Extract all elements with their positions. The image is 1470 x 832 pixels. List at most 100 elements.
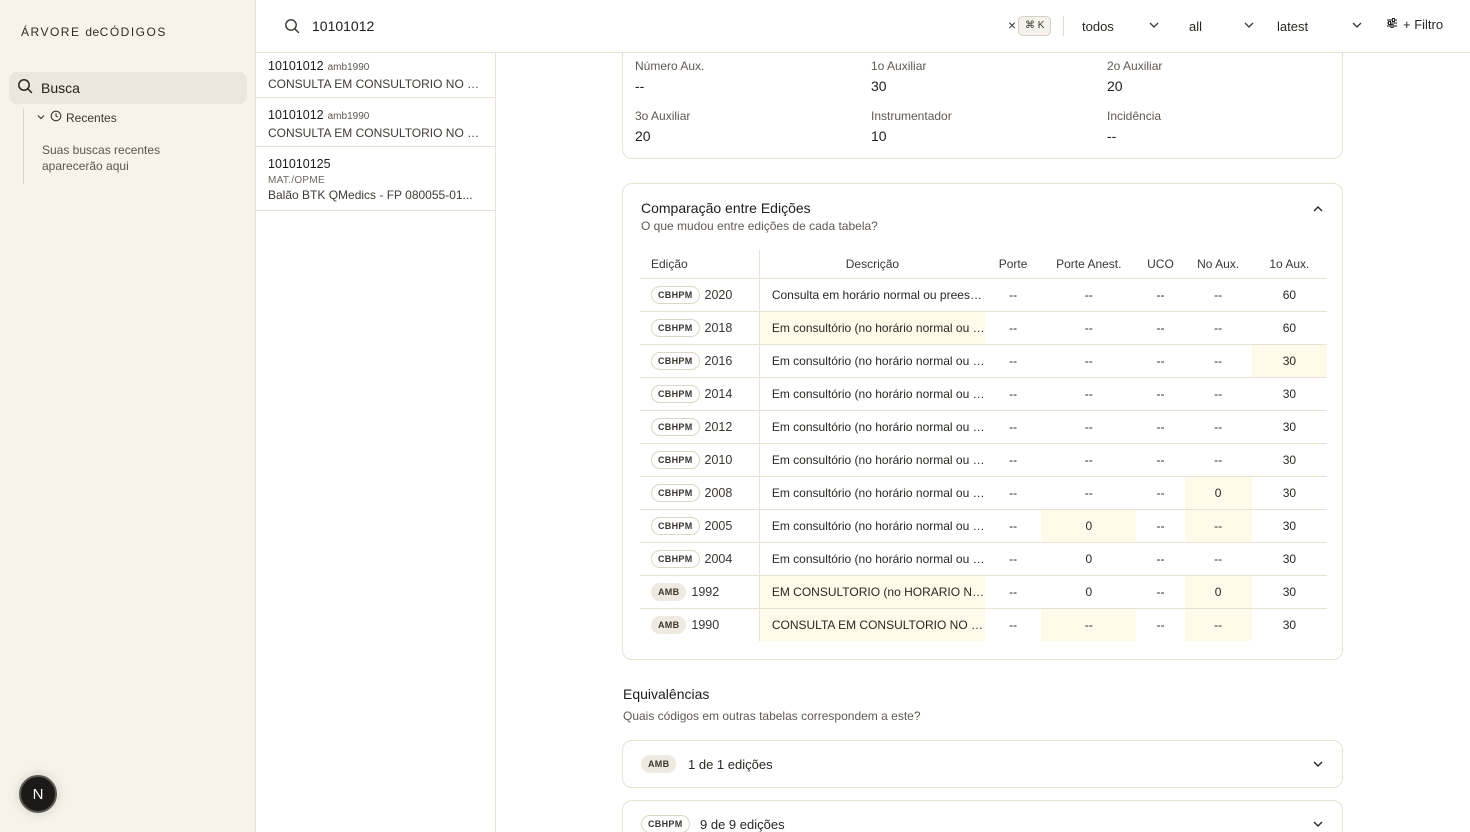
avatar[interactable]: N — [19, 775, 57, 813]
aux1-cell: 30 — [1251, 509, 1327, 543]
edition-cell: AMB 1992 — [640, 575, 760, 609]
table-select[interactable]: todos — [1082, 16, 1160, 36]
no-aux-cell: -- — [1184, 344, 1252, 378]
edition-cell: CBHPM 2014 — [640, 377, 760, 411]
result-code: 10101012 — [268, 59, 324, 73]
divider — [1063, 16, 1064, 36]
table-row[interactable]: CBHPM 2005 Em consultório (no horário nor… — [640, 509, 1327, 543]
column-header-descricao[interactable]: Descrição — [758, 250, 985, 279]
table-badge: CBHPM — [651, 450, 700, 469]
uco-cell: -- — [1136, 344, 1185, 378]
sidebar-item-busca[interactable]: Busca — [9, 72, 247, 104]
field-label: 1o Auxiliar — [871, 59, 927, 73]
sidebar-item-label: Busca — [41, 80, 80, 96]
table-header-row: Edição Descrição Porte Porte Anest. UCO … — [640, 250, 1327, 279]
search-icon — [17, 78, 33, 99]
porte-cell: -- — [985, 476, 1042, 510]
table-badge: CBHPM — [651, 318, 700, 337]
recent-toggle[interactable]: Recentes — [36, 110, 117, 125]
column-header-aux1[interactable]: 1o Aux. — [1251, 250, 1327, 279]
porte-cell: -- — [985, 410, 1042, 444]
porte-anest-cell: -- — [1041, 608, 1137, 641]
uco-cell: -- — [1136, 443, 1185, 477]
edition-year: 2014 — [704, 386, 733, 401]
porte-cell: -- — [985, 377, 1042, 411]
column-header-porte-anest[interactable]: Porte Anest. — [1041, 250, 1137, 279]
chevron-down-icon — [1351, 19, 1363, 34]
add-filter-button[interactable]: + Filtro — [1386, 17, 1443, 32]
edition-cell: CBHPM 2012 — [640, 410, 760, 444]
porte-anest-cell: -- — [1041, 410, 1137, 444]
no-aux-cell: 0 — [1184, 476, 1252, 510]
result-description: CONSULTA EM CONSULTORIO NO HORARIO NORMA… — [268, 126, 483, 140]
table-badge: CBHPM — [651, 384, 700, 403]
porte-anest-cell: -- — [1041, 377, 1137, 411]
field-label: Incidência — [1107, 109, 1162, 123]
sliders-icon — [1386, 17, 1403, 32]
type-select[interactable]: all — [1189, 16, 1255, 36]
list-item[interactable]: 101010125 MAT./OPME Balão BTK QMedics - … — [256, 147, 495, 211]
description-cell: Em consultório (no horário normal ou pre… — [758, 410, 985, 444]
table-badge: CBHPM — [651, 417, 700, 436]
table-row[interactable]: CBHPM 2004 Em consultório (no horário nor… — [640, 542, 1327, 576]
porte-cell: -- — [985, 278, 1042, 312]
table-row[interactable]: CBHPM 2008 Em consultório (no horário nor… — [640, 476, 1327, 510]
aux1-field: 1o Auxiliar 30 — [871, 59, 926, 94]
description-cell: Em consultório (no horário normal ou pre… — [758, 443, 985, 477]
table-row[interactable]: CBHPM 2010 Em consultório (no horário nor… — [640, 443, 1327, 477]
field-label: 3o Auxiliar — [635, 109, 691, 123]
brand-logo[interactable]: ÁRVORE deCÓDIGOS — [21, 25, 167, 39]
table-row[interactable]: CBHPM 2016 Em consultório (no horário nor… — [640, 344, 1327, 378]
table-select-value: todos — [1082, 18, 1114, 34]
edition-cell: AMB 1990 — [640, 608, 759, 641]
no-aux-cell: -- — [1184, 377, 1252, 411]
uco-cell: -- — [1136, 476, 1185, 510]
edition-year: 2008 — [704, 485, 733, 500]
equivalence-item-amb[interactable]: AMB 1 de 1 edições — [622, 740, 1343, 788]
search-icon — [284, 18, 300, 39]
edition-year: 2016 — [704, 353, 733, 368]
uco-cell: -- — [1156, 617, 1165, 632]
table-badge: AMB — [651, 615, 687, 634]
aux1-cell: 30 — [1251, 476, 1327, 510]
table-row[interactable]: AMB 1992 EM CONSULTORIO (no HORARIO NORMA… — [640, 575, 1327, 609]
aux3-field: 3o Auxiliar 20 — [635, 109, 690, 144]
equivalence-item-cbhpm[interactable]: CBHPM 9 de 9 edições — [622, 800, 1343, 832]
field-value: 10 — [871, 128, 887, 144]
list-item[interactable]: 10101012 amb1990 CONSULTA EM CONSULTORIO … — [256, 98, 495, 147]
column-header-porte[interactable]: Porte — [985, 250, 1042, 279]
edition-year: 2010 — [704, 452, 733, 467]
type-select-value: all — [1189, 18, 1203, 34]
list-item[interactable]: 10101012 amb1990 CONSULTA EM CONSULTORIO … — [256, 53, 495, 98]
uco-cell: -- — [1136, 311, 1185, 345]
equivalencias-title: Equivalências — [623, 686, 710, 702]
clear-search-icon[interactable]: × — [1008, 17, 1017, 33]
table-row[interactable]: AMB 1990 CONSULTA EM CONSULTORIO NO HORAR… — [640, 608, 1327, 641]
column-header-no-aux[interactable]: No Aux. — [1184, 250, 1252, 279]
recent-empty-message: Suas buscas recentes aparecerão aqui — [42, 143, 161, 173]
aux1-cell: 30 — [1251, 377, 1327, 411]
table-row[interactable]: CBHPM 2020 Consulta em horário normal ou … — [640, 278, 1327, 312]
result-code: 10101012 — [268, 108, 324, 122]
chevron-up-icon[interactable] — [1311, 202, 1325, 221]
result-description: Balão BTK QMedics - FP 080055-01... — [268, 188, 473, 202]
column-header-uco[interactable]: UCO — [1136, 250, 1185, 279]
field-value: -- — [1107, 128, 1117, 144]
chevron-down-icon — [1243, 19, 1255, 34]
table-row[interactable]: CBHPM 2014 Em consultório (no horário nor… — [640, 377, 1327, 411]
brand-word-de: de — [85, 25, 100, 39]
equivalence-count: 1 de 1 edições — [688, 757, 773, 772]
version-select-value: latest — [1277, 18, 1309, 34]
version-select[interactable]: latest — [1277, 16, 1363, 36]
column-header-edicao[interactable]: Edição — [640, 250, 760, 279]
description-cell: Em consultório (no horário normal ou pre… — [758, 542, 985, 576]
no-aux-cell: -- — [1184, 509, 1252, 543]
search-input[interactable] — [312, 14, 992, 38]
table-row[interactable]: CBHPM 2018 Em consultório (no horário nor… — [640, 311, 1327, 345]
porte-cell: -- — [985, 311, 1042, 345]
comparison-card: Comparação entre Edições O que mudou ent… — [622, 183, 1343, 660]
comparison-title: Comparação entre Edições — [641, 200, 811, 216]
edition-cell: CBHPM 2020 — [640, 278, 760, 312]
brand-word-codigos: CÓDIGOS — [99, 25, 167, 39]
table-row[interactable]: CBHPM 2012 Em consultório (no horário nor… — [640, 410, 1327, 444]
